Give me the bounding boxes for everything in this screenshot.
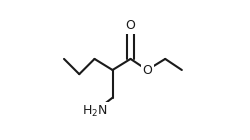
Text: O: O (142, 64, 152, 76)
Text: H$_2$N: H$_2$N (82, 104, 107, 119)
Text: O: O (126, 19, 136, 32)
